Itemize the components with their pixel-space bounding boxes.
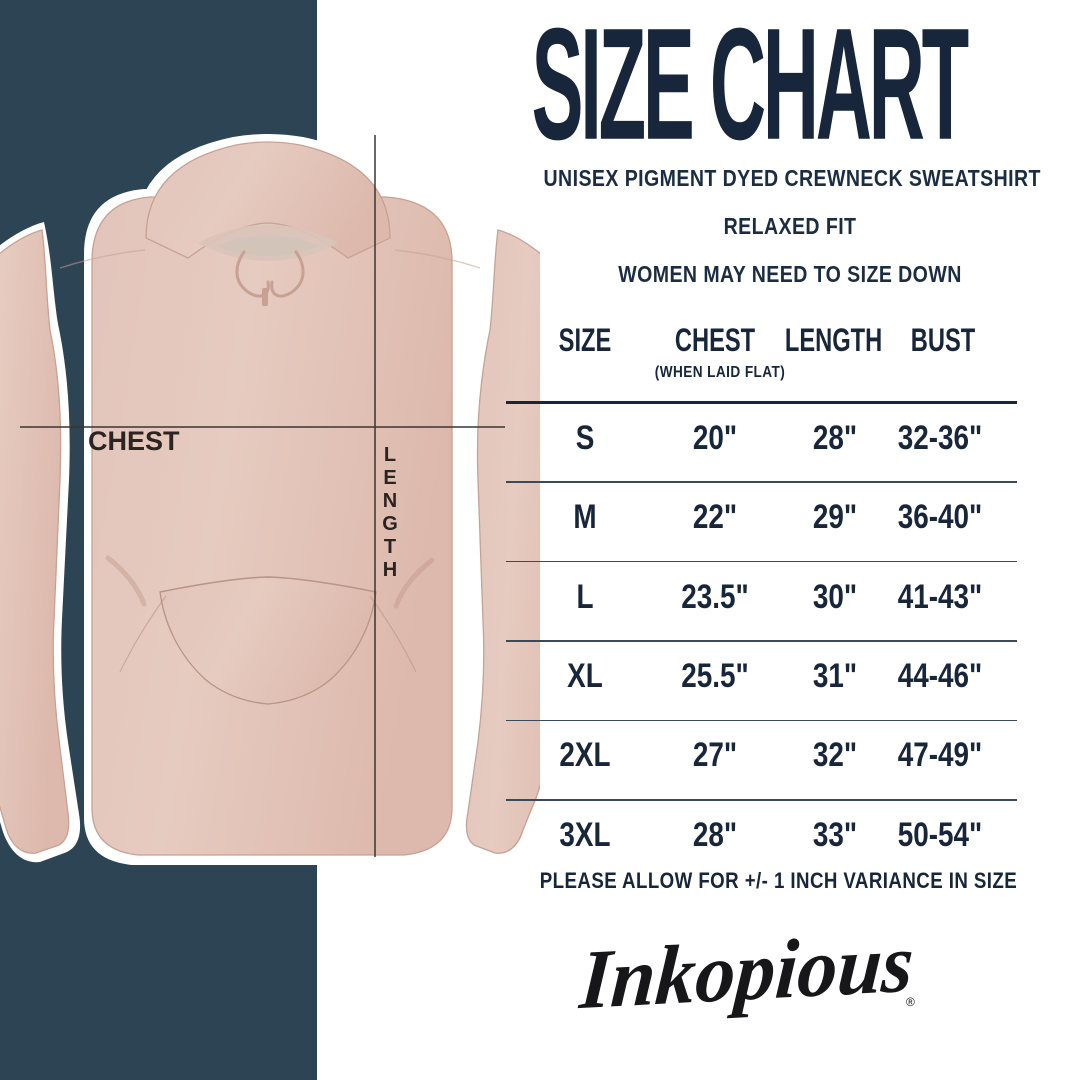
svg-text:L: L: [384, 444, 396, 466]
svg-text:T: T: [384, 536, 396, 558]
svg-text:H: H: [383, 559, 397, 581]
svg-text:G: G: [382, 513, 398, 535]
svg-text:N: N: [383, 490, 397, 512]
svg-text:CHEST: CHEST: [88, 426, 180, 456]
svg-text:E: E: [383, 467, 396, 489]
